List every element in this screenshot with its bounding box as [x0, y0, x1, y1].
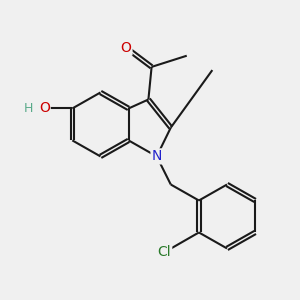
Text: Cl: Cl — [158, 245, 171, 259]
Text: H: H — [24, 102, 33, 115]
Text: N: N — [152, 149, 162, 164]
Text: O: O — [121, 41, 131, 55]
Text: O: O — [39, 101, 50, 116]
